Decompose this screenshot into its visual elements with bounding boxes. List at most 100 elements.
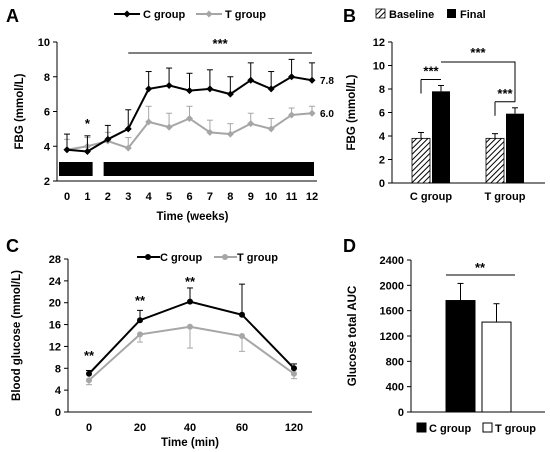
panel-b-category-label: T group <box>485 191 526 203</box>
panel-d-ytick-label: 1600 <box>380 306 404 318</box>
panel-d-ytick-label: 800 <box>386 356 404 368</box>
legend-t-group-marker <box>205 10 213 18</box>
panel-c-ytick-label: 0 <box>55 407 61 419</box>
legend-c-group-marker <box>145 254 151 260</box>
legend-final-swatch <box>447 9 456 18</box>
panel-c-x-label: Time (min) <box>161 437 219 449</box>
panel-c-t-group-point <box>239 333 245 340</box>
panel-a-end-label-t: 6.0 <box>320 109 334 120</box>
panel-c-ytick-label: 16 <box>49 320 61 332</box>
panel-c-xtick-label: 0 <box>86 422 92 434</box>
panel-a-xtick-label: 0 <box>64 191 70 203</box>
panel-c: C 0 4 8 12 16 20 24 28 0 20 40 60 120 Time (min) Blood… <box>6 236 312 449</box>
panel-a-t-group-point <box>308 109 316 117</box>
panel-c-c-group-point <box>239 311 245 318</box>
panel-a-band-hfd <box>103 162 314 176</box>
panel-b-ytick-label: 8 <box>379 84 385 96</box>
panel-b-letter: B <box>343 6 356 26</box>
panel-c-significance: ** <box>135 293 146 308</box>
panel-c-ytick-label: 20 <box>49 298 61 310</box>
legend-baseline-label: Baseline <box>389 9 434 21</box>
legend-t-group-marker <box>222 254 228 260</box>
panel-b-y-label: FBG (mmol/L) <box>346 74 358 150</box>
legend-c-group-swatch <box>416 422 427 433</box>
panel-a-xtick-label: 8 <box>227 191 233 203</box>
panel-b-significance: *** <box>497 86 513 101</box>
legend-t-group-label: T group <box>495 423 536 435</box>
panel-c-t-group-point <box>291 370 297 377</box>
panel-d-bar-c-group <box>445 300 476 413</box>
panel-b-ytick-label: 6 <box>379 108 385 120</box>
legend-c-group-label: C group <box>160 252 202 264</box>
panel-c-letter: C <box>6 236 19 256</box>
panel-c-t-group-line <box>88 325 295 382</box>
panel-c-ytick-label: 24 <box>49 276 62 288</box>
panel-d: D 0 400 800 1200 1600 2000 2400 ** Glucose total… <box>343 236 545 435</box>
panel-a-t-group-point <box>124 144 132 152</box>
panel-d-ytick-label: 400 <box>386 382 404 394</box>
panel-a-xtick-label: 5 <box>166 191 172 203</box>
panel-b-ytick-label: 10 <box>373 61 385 73</box>
panel-c-ytick-label: 8 <box>55 363 61 375</box>
panel-a-c-group-point <box>165 81 173 89</box>
legend-c-group-marker <box>123 10 131 18</box>
panel-d-ytick-label: 1200 <box>380 331 404 343</box>
panel-a-c-group-point <box>124 125 132 133</box>
panel-c-xtick-label: 20 <box>134 422 146 434</box>
panel-b-bracket-between <box>441 61 516 102</box>
panel-b-ytick-label: 4 <box>379 131 386 143</box>
panel-a-c-group-point <box>104 135 112 143</box>
panel-a-c-group-point <box>206 85 214 93</box>
panel-a-xtick-label: 2 <box>105 191 111 203</box>
panel-b: B 0 2 4 6 8 10 12 C group *** T group *** *** Baseli… <box>343 6 545 203</box>
legend-t-group-swatch <box>482 422 493 433</box>
panel-a-ytick-label: 10 <box>38 37 50 49</box>
panel-a-ytick-label: 8 <box>44 72 50 84</box>
panel-a-band-label: ND <box>69 165 83 176</box>
panel-a-c-group-point <box>63 146 71 154</box>
panel-a-t-group-point <box>247 120 255 128</box>
panel-c-y-label: Blood glucose (mmol/L) <box>11 270 23 401</box>
panel-a-xtick-label: 9 <box>248 191 254 203</box>
panel-c-c-group-line <box>88 300 295 375</box>
panel-c-c-group-point <box>291 365 297 372</box>
panel-c-c-group-point <box>187 298 193 305</box>
panel-c-significance: ** <box>185 274 196 289</box>
panel-c-ytick-label: 12 <box>49 341 61 353</box>
panel-b-ytick-label: 2 <box>379 155 385 167</box>
panel-a-c-group-point <box>247 76 255 84</box>
panel-a-t-group-point <box>206 128 214 136</box>
panel-a-significance: *** <box>213 36 229 51</box>
panel-a-band-label: HFD <box>199 165 220 176</box>
panel-b-bar-final <box>506 113 524 183</box>
panel-a-xtick-label: 10 <box>265 191 277 203</box>
panel-c-ytick-label: 28 <box>49 254 61 266</box>
panel-a-t-group-point <box>226 130 234 138</box>
legend-c-group-label: C group <box>429 423 471 435</box>
panel-a-t-group-point <box>145 118 153 126</box>
legend-final-label: Final <box>460 9 486 21</box>
panel-a-c-group-point <box>267 85 275 93</box>
panel-c-t-group-point <box>187 323 193 330</box>
panel-a-c-group-point <box>145 85 153 93</box>
panel-d-ytick-label: 0 <box>398 407 404 419</box>
panel-a-ytick-label: 2 <box>44 176 50 188</box>
panel-a-xtick-label: 7 <box>207 191 213 203</box>
panel-d-bar-t-group <box>481 321 512 413</box>
panel-c-xtick-label: 120 <box>285 422 303 434</box>
panel-a-c-group-point <box>186 87 193 95</box>
panel-c-ytick-label: 4 <box>55 385 62 397</box>
panel-c-c-group-point <box>86 370 92 377</box>
panel-a-xtick-label: 12 <box>306 191 318 203</box>
panel-a-t-group-point <box>288 111 296 119</box>
panel-b-significance: *** <box>423 63 439 78</box>
panel-a-ytick-label: 4 <box>44 141 51 153</box>
panel-d-ytick-label: 2400 <box>380 255 404 267</box>
panel-a-t-group-point <box>165 123 173 131</box>
panel-d-significance: ** <box>475 260 486 275</box>
panel-c-t-group-point <box>86 377 92 384</box>
panel-c-significance: ** <box>84 348 95 363</box>
panel-a-letter: A <box>6 6 19 26</box>
